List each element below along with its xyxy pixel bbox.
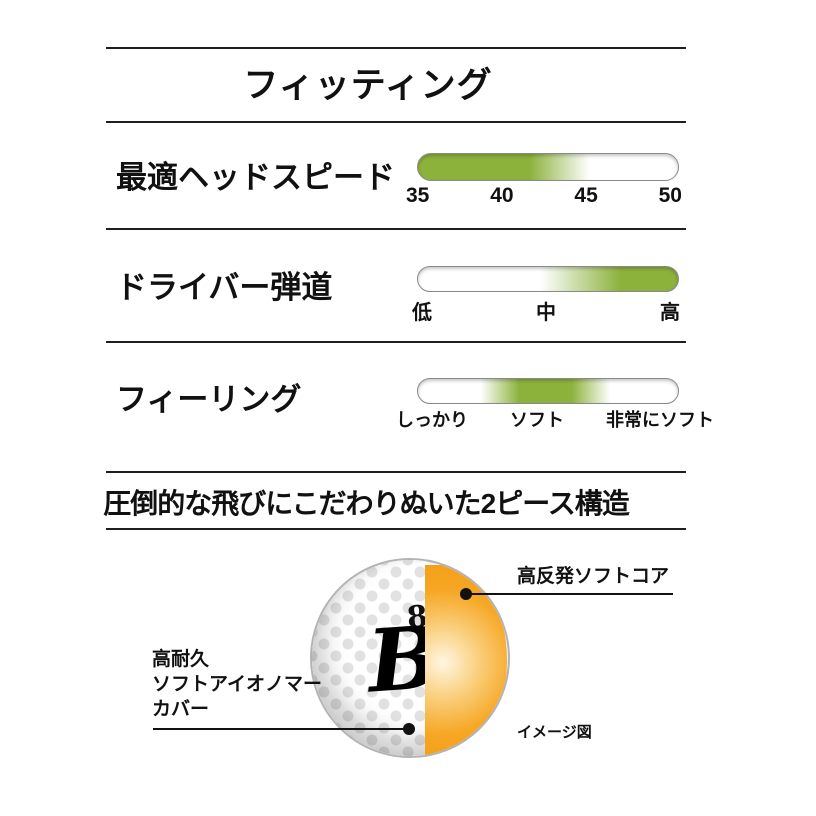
tick-label: しっかり [396, 410, 468, 430]
row-label-trajectory: ドライバー弾道 [116, 270, 333, 305]
tick-label: ソフト [510, 410, 564, 430]
image-note-caption: イメージ図 [517, 724, 592, 741]
tick-label: 50 [658, 184, 682, 207]
fitting-title: フィッティング [243, 66, 493, 105]
scale-ticks-feeling: しっかり ソフト 非常にソフト [396, 406, 714, 432]
scale-ticks-trajectory: 低 中 高 [412, 296, 680, 325]
divider-title-top [106, 47, 686, 49]
tick-label: 35 [406, 184, 430, 207]
divider-structure-top [106, 471, 686, 473]
divider-row-2 [106, 341, 686, 343]
structure-heading: 圧倒的な飛びにこだわりぬいた2ピース構造 [103, 488, 630, 519]
row-label-head-speed: 最適ヘッドスピード [116, 160, 395, 195]
tick-label: 低 [412, 302, 432, 324]
row-label-feeling: フィーリング [116, 382, 302, 417]
scale-bar-feeling [417, 378, 679, 404]
core-label: 高反発ソフトコア [517, 566, 670, 587]
divider-row-1 [106, 228, 686, 230]
cover-label-line-2: ソフトアイオノマー [152, 674, 323, 695]
scale-bar-head-speed [417, 153, 679, 181]
tick-label: 高 [660, 302, 680, 324]
tick-label: 中 [536, 302, 556, 324]
cover-label-line-3: カバー [152, 699, 210, 720]
cover-callout-line [153, 728, 405, 730]
tick-label: 非常にソフト [606, 410, 714, 430]
scale-ticks-head-speed: 35 40 45 50 [406, 184, 682, 208]
cover-label: 高耐久 ソフトアイオノマー カバー [152, 647, 322, 722]
cover-callout-dot [403, 723, 415, 735]
tick-label: 45 [574, 184, 598, 207]
core-callout-line [466, 593, 673, 595]
cover-label-line-1: 高耐久 [152, 649, 210, 670]
scale-bar-trajectory [417, 266, 679, 292]
tick-label: 40 [490, 184, 514, 207]
divider-structure-bottom [106, 528, 686, 530]
divider-title-bottom [106, 121, 686, 123]
